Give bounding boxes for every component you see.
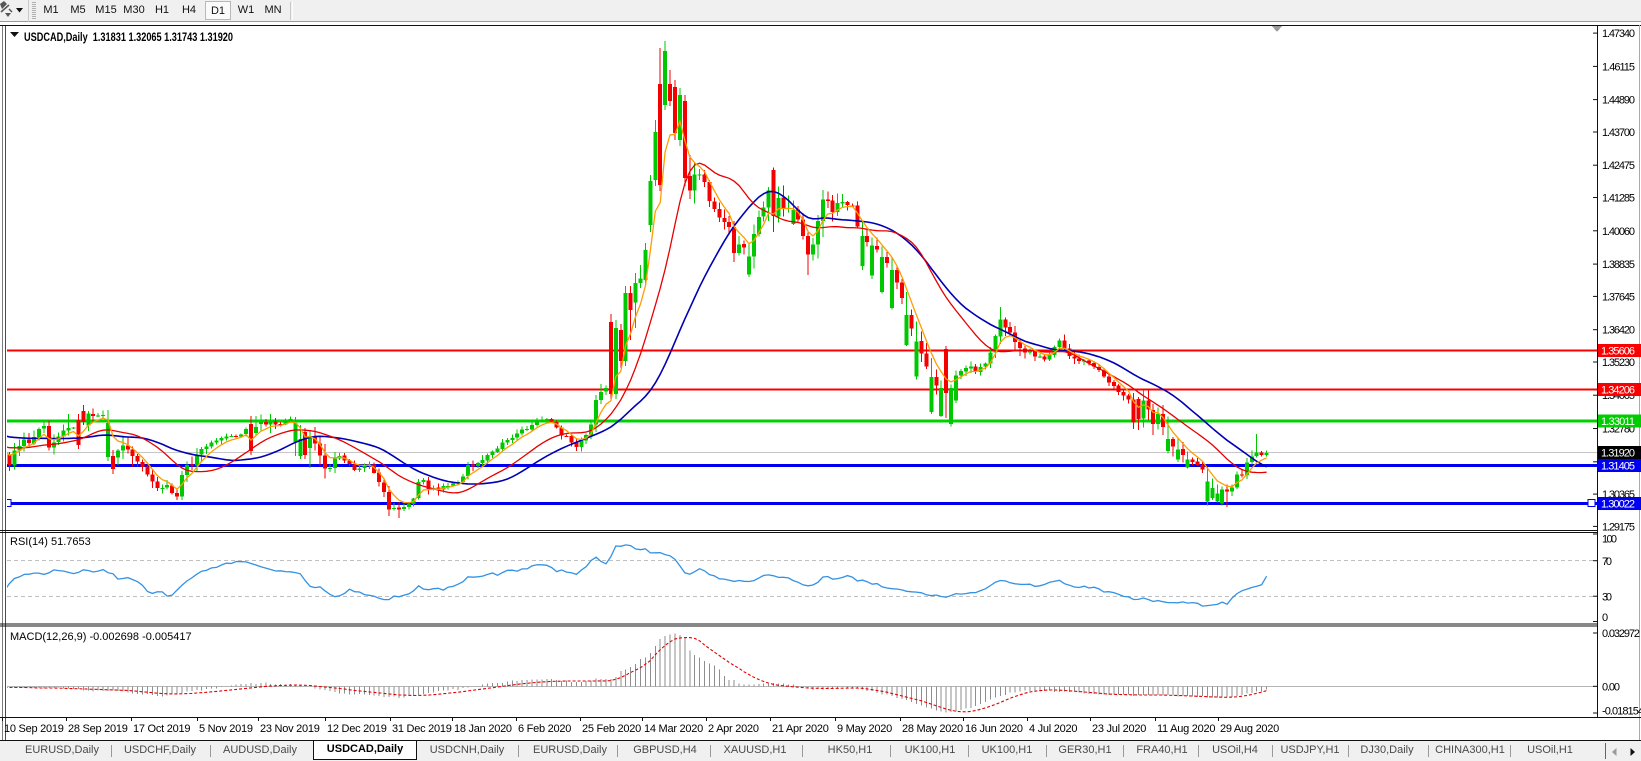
svg-text:1.47340: 1.47340 <box>1602 28 1635 40</box>
svg-text:12 Dec 2019: 12 Dec 2019 <box>327 723 387 735</box>
svg-text:23 Nov 2019: 23 Nov 2019 <box>260 723 320 735</box>
svg-text:28 Sep 2019: 28 Sep 2019 <box>68 723 128 735</box>
svg-text:21 Apr 2020: 21 Apr 2020 <box>772 723 829 735</box>
svg-text:USDCAD,Daily 1.31831 1.32065: USDCAD,Daily 1.31831 1.32065 1.31743 1.3… <box>24 32 233 44</box>
svg-text:5 Nov 2019: 5 Nov 2019 <box>199 723 253 735</box>
svg-text:1.44890: 1.44890 <box>1602 95 1635 107</box>
svg-text:0.00: 0.00 <box>1602 681 1620 693</box>
svg-text:16 Jun 2020: 16 Jun 2020 <box>965 723 1023 735</box>
svg-text:RSI(14) 51.7653: RSI(14) 51.7653 <box>10 536 91 548</box>
svg-text:1.38835: 1.38835 <box>1602 259 1635 271</box>
svg-text:10 Sep 2019: 10 Sep 2019 <box>4 723 64 735</box>
svg-text:18 Jan 2020: 18 Jan 2020 <box>454 723 512 735</box>
svg-text:31 Dec 2019: 31 Dec 2019 <box>392 723 452 735</box>
svg-text:1.34206: 1.34206 <box>1601 384 1635 396</box>
svg-text:-0.018154: -0.018154 <box>1602 705 1641 717</box>
svg-text:1.41285: 1.41285 <box>1602 193 1635 205</box>
svg-text:1.33011: 1.33011 <box>1601 416 1635 428</box>
svg-text:1.43700: 1.43700 <box>1602 127 1635 139</box>
svg-text:1.29175: 1.29175 <box>1602 521 1635 533</box>
svg-text:0.032972: 0.032972 <box>1602 628 1640 640</box>
svg-text:1.31405: 1.31405 <box>1601 461 1635 473</box>
svg-text:23 Jul 2020: 23 Jul 2020 <box>1092 723 1146 735</box>
svg-text:1.36420: 1.36420 <box>1602 325 1635 337</box>
svg-text:1.35606: 1.35606 <box>1601 346 1635 358</box>
svg-text:1.42475: 1.42475 <box>1602 160 1635 172</box>
svg-text:11 Aug 2020: 11 Aug 2020 <box>1157 723 1215 735</box>
svg-text:0: 0 <box>1602 612 1608 624</box>
svg-text:25 Feb 2020: 25 Feb 2020 <box>582 723 641 735</box>
svg-text:4 Jul 2020: 4 Jul 2020 <box>1029 723 1077 735</box>
svg-text:29 Aug 2020: 29 Aug 2020 <box>1220 723 1279 735</box>
svg-text:30: 30 <box>1602 591 1612 603</box>
svg-text:1.31920: 1.31920 <box>1601 448 1635 460</box>
svg-text:MACD(12,26,9) -0.002698 -0.005: MACD(12,26,9) -0.002698 -0.005417 <box>10 631 192 643</box>
svg-text:6 Feb 2020: 6 Feb 2020 <box>518 723 571 735</box>
svg-text:1.37645: 1.37645 <box>1602 291 1635 303</box>
svg-text:1.46115: 1.46115 <box>1602 61 1635 73</box>
svg-text:1.40060: 1.40060 <box>1602 226 1635 238</box>
svg-text:28 May 2020: 28 May 2020 <box>902 723 963 735</box>
svg-text:100: 100 <box>1602 534 1617 546</box>
svg-text:1.35230: 1.35230 <box>1602 357 1635 369</box>
svg-text:70: 70 <box>1602 556 1612 568</box>
svg-text:2 Apr 2020: 2 Apr 2020 <box>708 723 759 735</box>
svg-text:14 Mar 2020: 14 Mar 2020 <box>644 723 703 735</box>
svg-text:17 Oct 2019: 17 Oct 2019 <box>133 723 190 735</box>
svg-text:1.30022: 1.30022 <box>1601 498 1635 510</box>
svg-text:9 May 2020: 9 May 2020 <box>837 723 892 735</box>
